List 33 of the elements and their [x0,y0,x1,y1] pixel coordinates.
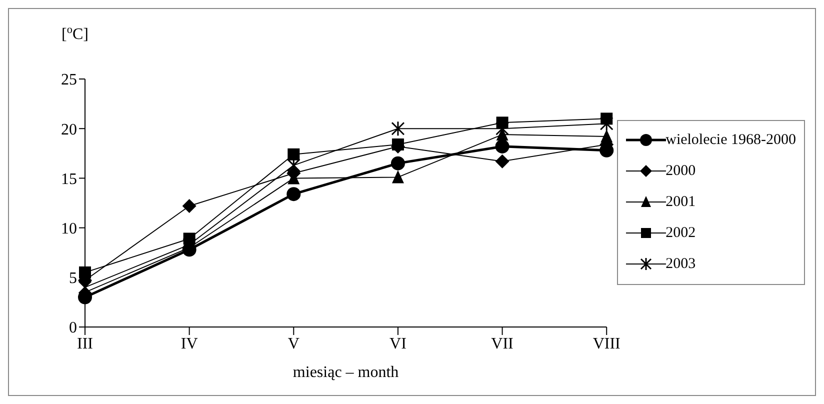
legend-label: 2002 [666,224,696,242]
point [182,198,196,213]
x-tick-label: VIII [592,335,620,352]
y-tick-label: 5 [69,270,77,288]
y-tick-label: 15 [61,170,77,188]
point [495,154,510,168]
x-tick-label: VI [390,335,406,352]
x-tick-label: IV [180,335,198,352]
y-tick-label: 25 [61,72,77,89]
x-axis-title: miesiąc – month [292,364,399,381]
point [286,187,301,202]
legend-label: 2003 [666,256,696,272]
legend-label: wielolecie 1968-2000 [666,132,796,148]
y-tick-label: 0 [69,320,77,337]
y-axis-title: [$^{o}$C] [62,24,88,43]
point [288,148,300,160]
legend-label: 2000 [666,162,696,180]
point [390,156,405,170]
y-tick-label: 10 [61,220,77,238]
x-tick-label: V [288,335,300,352]
point [391,120,405,136]
point [392,138,404,150]
point [286,158,300,174]
legend-label: 2001 [666,194,696,210]
point [600,116,614,132]
y-tick-label: 20 [61,121,77,138]
point [392,170,404,184]
point [495,139,510,154]
point [496,120,510,136]
point [79,266,91,278]
x-tick-label: VII [491,335,514,352]
x-tick-label: III [77,335,93,352]
point [600,130,613,143]
